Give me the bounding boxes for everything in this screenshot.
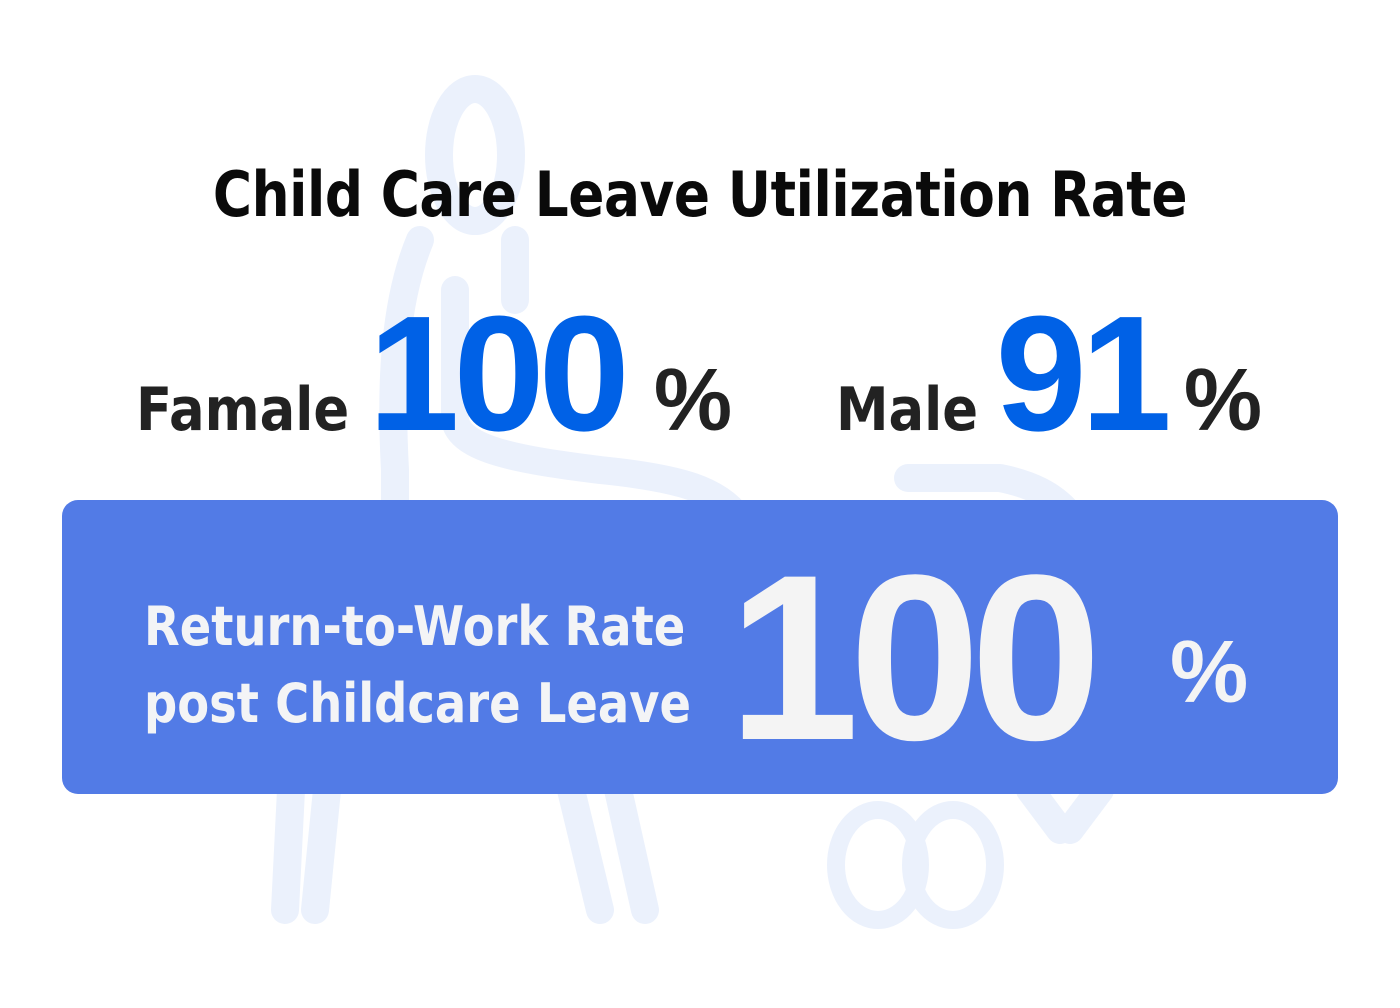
male-unit: % bbox=[1183, 350, 1263, 449]
male-value: 91 bbox=[995, 282, 1171, 465]
return-to-work-label-line1: Return-to-Work Rate bbox=[144, 595, 686, 658]
page-title: Child Care Leave Utilization Rate bbox=[212, 158, 1188, 231]
female-value: 100 bbox=[368, 282, 630, 465]
female-label: Famale bbox=[136, 375, 350, 445]
return-to-work-banner: Return-to-Work Rate post Childcare Leave… bbox=[62, 500, 1338, 794]
male-label: Male bbox=[836, 375, 979, 445]
return-to-work-label-line2: post Childcare Leave bbox=[144, 672, 692, 735]
return-to-work-unit: % bbox=[1170, 622, 1249, 721]
return-to-work-value: 100 bbox=[728, 526, 1102, 790]
male-utilization-stat: Male 91 % bbox=[836, 292, 1262, 456]
return-to-work-label: Return-to-Work Rate post Childcare Leave bbox=[144, 588, 691, 742]
female-utilization-stat: Famale 100 % bbox=[136, 292, 732, 456]
female-unit: % bbox=[653, 350, 733, 449]
